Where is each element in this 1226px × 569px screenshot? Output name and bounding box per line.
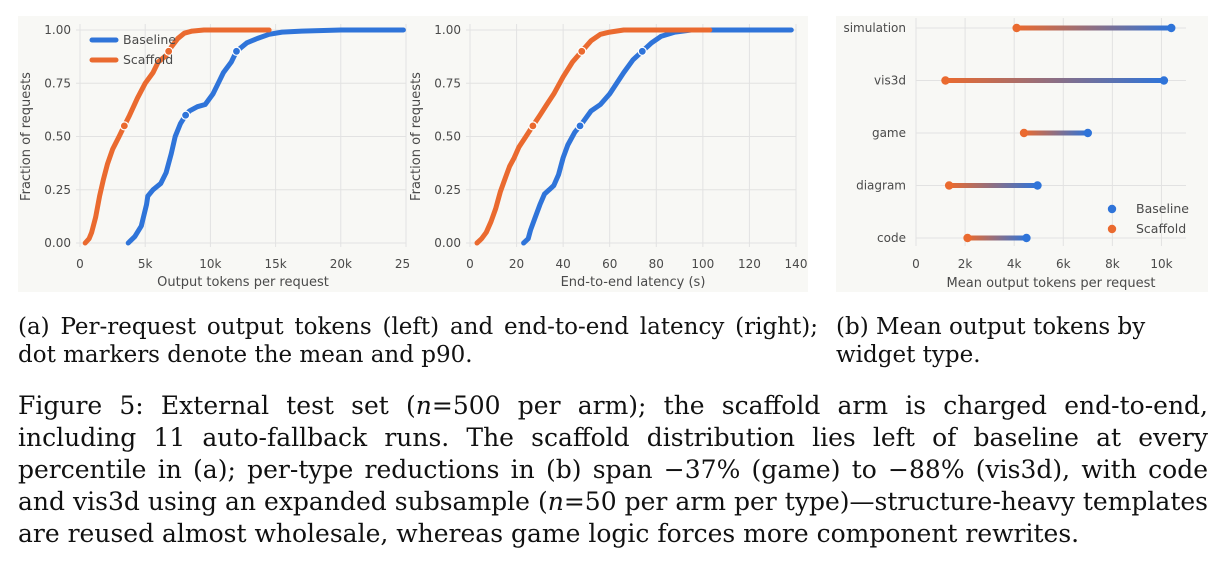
y-tick-label: 0.50 bbox=[44, 130, 71, 144]
category-label: simulation bbox=[843, 21, 906, 35]
y-axis-label: Fraction of requests bbox=[409, 72, 424, 201]
x-axis-label: Output tokens per request bbox=[157, 275, 329, 290]
x-tick-label: 4k bbox=[1007, 257, 1022, 271]
scaffold-point bbox=[963, 233, 972, 243]
x-axis-label: Mean output tokens per request bbox=[947, 276, 1156, 291]
caption-text-3: =50 per arm per type)—structure-heavy te… bbox=[18, 487, 1208, 548]
subcaption-a: (a) Per-request output tokens (left) and… bbox=[18, 314, 818, 368]
y-tick-label: 0.25 bbox=[434, 183, 461, 197]
category-label: code bbox=[877, 231, 906, 245]
y-tick-label: 0.50 bbox=[434, 130, 461, 144]
caption-label: Figure 5: bbox=[18, 391, 144, 420]
legend-label-scaffold: Scaffold bbox=[123, 52, 173, 67]
caption-text-1: External test set ( bbox=[160, 391, 416, 420]
baseline-point bbox=[1159, 76, 1169, 85]
baseline-point bbox=[1083, 128, 1093, 138]
legend-label-baseline: Baseline bbox=[1136, 201, 1189, 216]
x-tick-label: 120 bbox=[738, 257, 761, 271]
scaffold-point bbox=[941, 76, 950, 85]
baseline-point bbox=[1167, 23, 1176, 33]
y-tick-label: 1.00 bbox=[44, 23, 71, 37]
y-tick-label: 0.25 bbox=[44, 183, 71, 197]
stat-marker-baseline bbox=[181, 110, 191, 120]
category-label: vis3d bbox=[874, 74, 906, 88]
y-tick-label: 0.00 bbox=[434, 236, 461, 250]
x-tick-label: 100 bbox=[691, 257, 714, 271]
x-tick-label: 2k bbox=[958, 257, 973, 271]
caption-n-1: n bbox=[415, 391, 432, 420]
stat-marker-scaffold bbox=[119, 121, 129, 131]
subcaption-b: (b) Mean output tokens by widget type. bbox=[836, 314, 1146, 368]
chart-latency_ecdf bbox=[410, 16, 808, 292]
legend-marker-baseline bbox=[1107, 204, 1117, 214]
chart-widget_dumbbell bbox=[836, 16, 1208, 292]
scaffold-point bbox=[944, 181, 954, 190]
legend-label-baseline: Baseline bbox=[123, 32, 176, 47]
charts-svg: 0 5k 10k 15k 20k 25k0.000.250.500.751.00Outpu… bbox=[18, 16, 1208, 292]
legend-label-scaffold: Scaffold bbox=[1136, 221, 1186, 236]
x-tick-label: 20k bbox=[330, 257, 352, 271]
x-tick-label: 20 bbox=[509, 257, 524, 271]
dumbbell-bar bbox=[945, 78, 1164, 83]
caption-text-2: =500 per arm); the scaffold arm is charg… bbox=[18, 391, 1208, 516]
panel-background bbox=[836, 16, 1208, 292]
x-tick-label: 0 bbox=[76, 257, 84, 271]
category-label: diagram bbox=[856, 179, 906, 193]
ecdf-line-scaffold bbox=[474, 27, 713, 246]
y-tick-label: 0.75 bbox=[434, 76, 461, 90]
x-tick-label: 15k bbox=[264, 257, 286, 271]
ecdf-line-scaffold bbox=[82, 27, 272, 246]
x-tick-label: 0 bbox=[466, 257, 474, 271]
dumbbell-bar bbox=[1016, 25, 1172, 31]
legend-marker-scaffold bbox=[1107, 224, 1117, 234]
panel-background bbox=[18, 16, 416, 292]
x-tick-label: 10k bbox=[1150, 257, 1172, 271]
dumbbell-bar bbox=[967, 235, 1027, 241]
caption-n-2: n bbox=[547, 487, 564, 516]
category-label: game bbox=[872, 126, 906, 140]
ecdf-line-baseline bbox=[521, 27, 794, 246]
figure-caption: Figure 5: External test set (n=500 per a… bbox=[18, 390, 1208, 550]
x-tick-label: 8k bbox=[1105, 257, 1120, 271]
x-tick-label: 60 bbox=[602, 257, 617, 271]
y-tick-label: 1.00 bbox=[434, 23, 461, 37]
x-tick-label: 140 bbox=[785, 257, 808, 271]
dumbbell-bar bbox=[1024, 130, 1088, 136]
x-tick-label: 10k bbox=[199, 257, 221, 271]
stat-marker-baseline bbox=[637, 46, 647, 56]
x-tick-label: 0 bbox=[912, 257, 920, 271]
x-tick-label: 6k bbox=[1056, 257, 1071, 271]
ecdf-line-baseline bbox=[125, 27, 406, 246]
x-tick-label: 40 bbox=[556, 257, 571, 271]
dumbbell-bar bbox=[949, 183, 1038, 188]
baseline-point bbox=[1022, 233, 1031, 243]
y-axis-label: Fraction of requests bbox=[19, 72, 34, 201]
x-tick-label: 5k bbox=[138, 257, 153, 271]
x-tick-label: 80 bbox=[649, 257, 664, 271]
stat-marker-scaffold bbox=[164, 46, 174, 56]
stat-marker-scaffold bbox=[528, 121, 538, 131]
y-tick-label: 0.75 bbox=[44, 76, 71, 90]
stat-marker-baseline bbox=[231, 46, 242, 56]
stat-marker-scaffold bbox=[577, 46, 587, 56]
panel-background bbox=[410, 16, 808, 292]
x-axis-label: End-to-end latency (s) bbox=[561, 275, 706, 290]
stat-marker-baseline bbox=[575, 121, 585, 131]
scaffold-point bbox=[1012, 23, 1021, 33]
baseline-point bbox=[1033, 181, 1042, 190]
y-tick-label: 0.00 bbox=[44, 236, 71, 250]
chart-tokens_ecdf bbox=[18, 16, 416, 292]
scaffold-point bbox=[1019, 128, 1029, 138]
